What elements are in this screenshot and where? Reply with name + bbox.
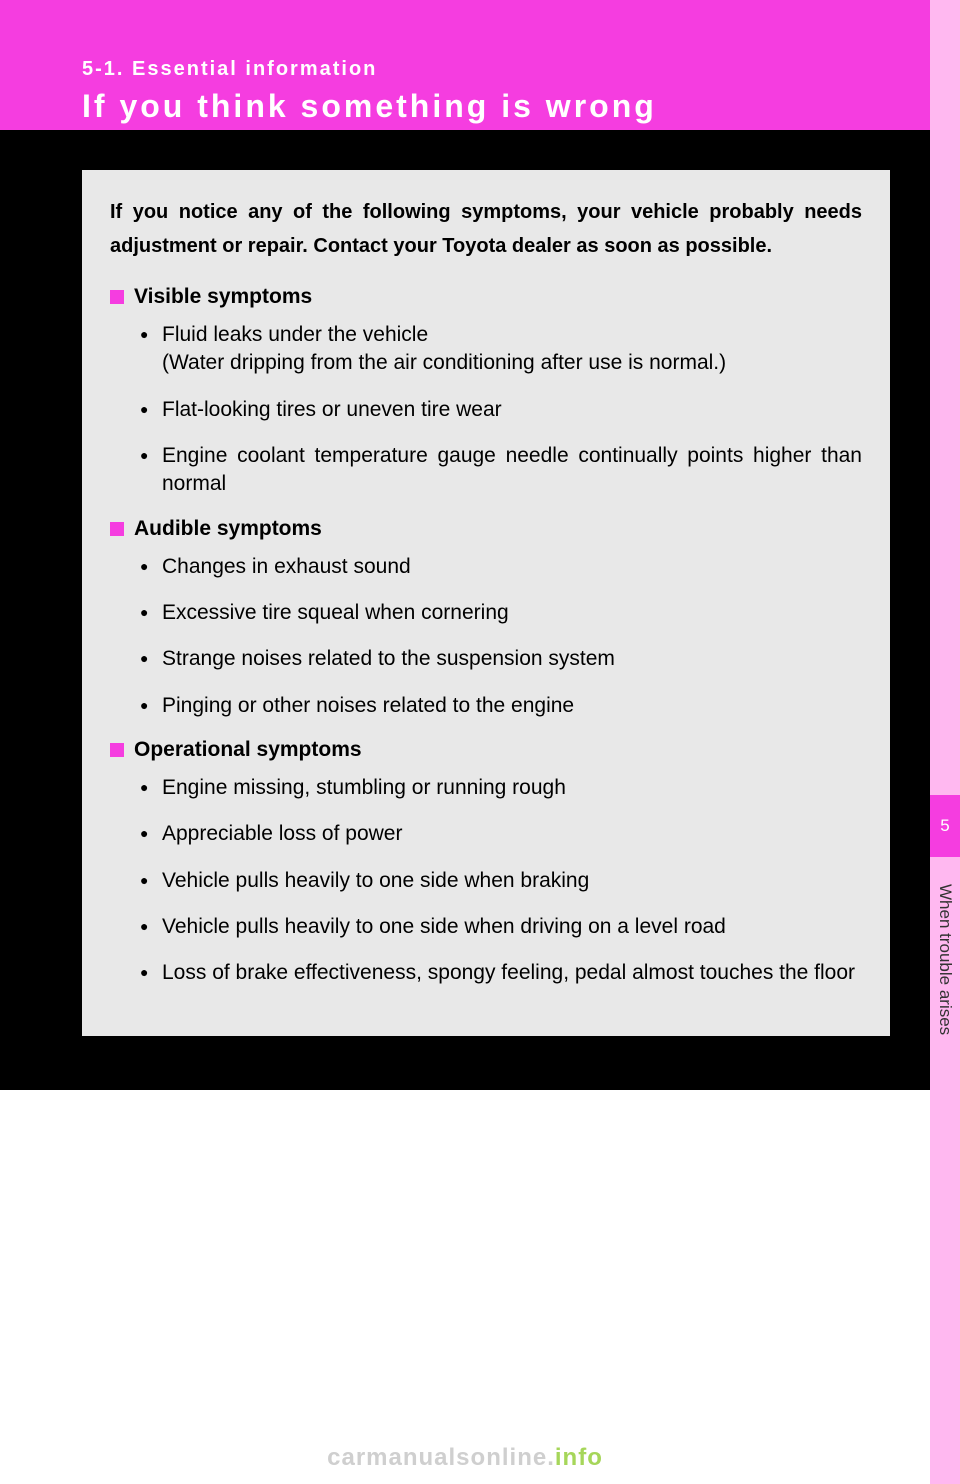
list-item: Engine missing, stumbling or running rou… — [140, 774, 862, 802]
visible-list: Fluid leaks under the vehicle (Water dri… — [110, 321, 862, 499]
page-title: If you think something is wrong — [82, 88, 657, 125]
list-item: Loss of brake effectiveness, spongy feel… — [140, 959, 862, 987]
list-item: Changes in exhaust sound — [140, 553, 862, 581]
list-item-text: Fluid leaks under the vehicle — [162, 323, 428, 346]
square-bullet-icon — [110, 522, 124, 536]
list-item: Excessive tire squeal when cornering — [140, 599, 862, 627]
subhead-audible: Audible symptoms — [110, 517, 862, 541]
list-item: Appreciable loss of power — [140, 820, 862, 848]
watermark-accent: info — [555, 1444, 603, 1471]
subhead-visible: Visible symptoms — [110, 285, 862, 309]
list-item: Strange noises related to the suspension… — [140, 645, 862, 673]
section-label: 5-1. Essential information — [82, 58, 377, 81]
page: 5-1. Essential information If you think … — [0, 0, 930, 1484]
side-tab-chapter-number: 5 — [930, 795, 960, 857]
list-item: Flat-looking tires or uneven tire wear — [140, 396, 862, 424]
side-tab-chapter-label: When trouble arises — [930, 880, 960, 1180]
side-tab — [930, 0, 960, 1484]
subhead-visible-text: Visible symptoms — [134, 285, 312, 309]
list-item: Engine coolant temperature gauge needle … — [140, 442, 862, 499]
list-item: Fluid leaks under the vehicle (Water dri… — [140, 321, 862, 378]
watermark-main: carmanualsonline. — [327, 1444, 555, 1471]
watermark: carmanualsonline.info — [0, 1444, 930, 1472]
list-item: Vehicle pulls heavily to one side when d… — [140, 913, 862, 941]
subhead-operational-text: Operational symptoms — [134, 738, 362, 762]
list-item: Pinging or other noises related to the e… — [140, 692, 862, 720]
intro-text: If you notice any of the following sympt… — [110, 195, 862, 263]
content-card: If you notice any of the following sympt… — [82, 170, 890, 1036]
operational-list: Engine missing, stumbling or running rou… — [110, 774, 862, 988]
square-bullet-icon — [110, 743, 124, 757]
header-strip: 5-1. Essential information If you think … — [0, 0, 930, 130]
square-bullet-icon — [110, 290, 124, 304]
subhead-operational: Operational symptoms — [110, 738, 862, 762]
audible-list: Changes in exhaust sound Excessive tire … — [110, 553, 862, 720]
list-item: Vehicle pulls heavily to one side when b… — [140, 867, 862, 895]
list-item-subtext: (Water dripping from the air conditionin… — [162, 349, 862, 377]
subhead-audible-text: Audible symptoms — [134, 517, 322, 541]
